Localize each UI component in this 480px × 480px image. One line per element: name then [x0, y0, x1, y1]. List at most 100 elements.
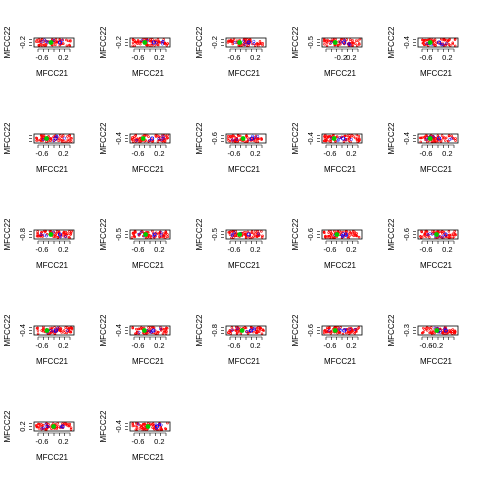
data-point — [257, 330, 261, 333]
data-point — [355, 44, 359, 47]
data-point — [228, 233, 232, 236]
data-point — [432, 230, 436, 234]
data-point — [430, 326, 433, 329]
data-point — [134, 134, 138, 137]
data-point — [261, 328, 265, 332]
data-point — [447, 134, 451, 138]
scatter-panel: -0.6 0.2 -0.6 MFCC21 MFCC22 — [384, 192, 480, 288]
data-point-outline — [135, 138, 138, 142]
y-axis-title: MFCC22 — [291, 314, 300, 347]
cluster-outline — [249, 328, 254, 333]
scatter-points — [35, 325, 74, 336]
data-point-outline — [137, 232, 140, 236]
data-point — [44, 428, 48, 432]
scatter-panel: -0.6 0.2 0.2 MFCC21 MFCC22 — [0, 384, 96, 480]
x-tick-label: 0.2 — [58, 245, 68, 254]
data-point — [425, 326, 428, 330]
data-point — [447, 230, 451, 233]
cluster-center — [331, 136, 337, 141]
data-point-outline — [252, 326, 256, 330]
data-point-outline — [53, 330, 57, 333]
data-point — [53, 326, 56, 329]
data-point-outline — [348, 43, 352, 47]
cluster-center — [237, 232, 243, 237]
x-tick-label: -0.6 — [420, 245, 433, 254]
data-point — [57, 425, 60, 428]
data-point — [451, 42, 454, 46]
data-point — [352, 331, 355, 334]
data-point — [42, 134, 46, 137]
x-tick-label: 0.2 — [154, 149, 164, 158]
scatter-points — [34, 37, 72, 48]
data-point-outline — [235, 138, 239, 142]
y-axis-title: MFCC22 — [99, 314, 108, 347]
x-tick-label: 0.2 — [442, 245, 452, 254]
data-point — [40, 230, 44, 234]
data-point — [68, 138, 72, 142]
x-tick-label: 0.2 — [442, 149, 452, 158]
y-axis-title: MFCC22 — [195, 122, 204, 155]
data-point — [166, 42, 169, 45]
data-point-outline — [343, 38, 347, 42]
data-point — [36, 139, 39, 142]
data-point — [139, 424, 142, 427]
data-point — [36, 235, 40, 238]
data-point — [451, 41, 455, 44]
x-axis-title: MFCC21 — [420, 261, 453, 270]
y-axis-title: MFCC22 — [291, 26, 300, 59]
y-axis-title: MFCC22 — [291, 122, 300, 155]
cluster-center — [427, 136, 433, 141]
data-point — [245, 134, 248, 138]
x-axis-title: MFCC21 — [36, 69, 69, 78]
data-point — [254, 229, 257, 233]
data-point — [337, 43, 340, 47]
data-point-outline — [56, 326, 60, 330]
panel-svg: -0.6 0.2 -0.4 MFCC21 MFCC22 — [99, 314, 171, 366]
data-point — [54, 37, 58, 41]
x-tick-label: 0.2 — [154, 341, 164, 350]
data-point-outline — [441, 235, 444, 239]
data-point — [150, 44, 154, 47]
data-point — [156, 43, 160, 47]
data-point — [37, 422, 40, 426]
data-point-outline — [329, 40, 333, 44]
cluster-center — [142, 40, 148, 45]
y-axis-title: MFCC22 — [195, 26, 204, 59]
data-point — [66, 138, 70, 142]
data-point — [159, 326, 162, 329]
panel-svg: -0.6 0.2 -0.4 MFCC21 MFCC22 — [291, 122, 363, 174]
scatter-points — [418, 134, 457, 144]
y-tick-label: -0.2 — [210, 36, 219, 49]
data-point-outline — [40, 40, 44, 44]
data-point — [145, 133, 149, 137]
data-point — [58, 329, 62, 332]
cluster-center — [44, 328, 50, 333]
cluster-outline — [57, 40, 62, 45]
data-point — [157, 39, 160, 43]
data-point — [70, 326, 73, 330]
data-point — [162, 235, 165, 239]
data-point — [253, 44, 257, 47]
data-point-outline — [139, 230, 143, 234]
data-point-outline — [233, 41, 237, 44]
data-point — [423, 328, 426, 331]
data-point — [261, 43, 264, 47]
y-tick-label: -0.4 — [306, 132, 315, 145]
data-point-outline — [450, 137, 454, 141]
data-point — [226, 137, 230, 140]
data-point — [163, 233, 167, 236]
data-point — [132, 234, 136, 238]
data-point — [424, 39, 428, 42]
data-point — [441, 137, 445, 140]
plot-frame — [33, 37, 75, 48]
x-axis-title: MFCC21 — [324, 69, 357, 78]
data-point-outline — [161, 39, 165, 43]
data-point-outline — [157, 137, 161, 141]
scatter-points — [35, 422, 73, 432]
scatter-points — [131, 325, 169, 336]
data-point — [147, 326, 150, 329]
data-point — [255, 331, 259, 335]
scatter-panel: -0.6 -0.2 -0.3 MFCC21 MFCC22 — [384, 288, 480, 384]
scatter-panel: -0.6 0.2 -0.4 MFCC21 MFCC22 — [96, 384, 192, 480]
scatter-points — [131, 421, 169, 432]
